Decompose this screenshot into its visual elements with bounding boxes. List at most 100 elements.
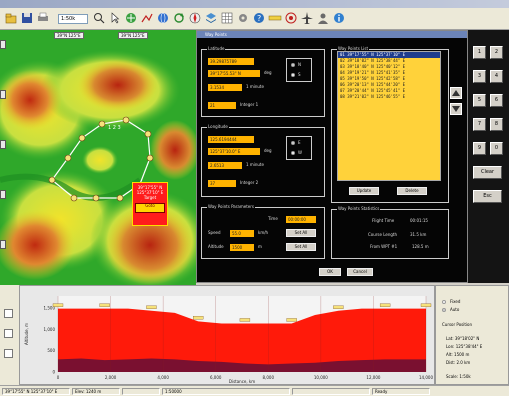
latitude-ref-field[interactable]: 3.1534: [208, 84, 242, 91]
info-icon[interactable]: [332, 11, 346, 25]
statistics-group: Way Points Statistics Flight Time 00:01:…: [331, 206, 449, 259]
altitude-label: Altitude: [208, 244, 224, 249]
x-axis-label: Distance, km: [229, 379, 255, 384]
profile-left-strip: [0, 285, 19, 385]
profile-waypoint-marker: [99, 303, 110, 307]
profile-radio-fixed-label: Fixed: [450, 299, 461, 304]
compass-icon[interactable]: [188, 11, 202, 25]
refresh-icon[interactable]: [172, 11, 186, 25]
waypoint-row[interactable]: 07 39°20'44" N 125°45'41" E: [340, 88, 406, 93]
waypoint-row[interactable]: 05 39°19'50" N 125°42'58" E: [340, 76, 406, 81]
longitude-group: Longitude 125.6194444 125°37'10.0" E deg…: [201, 124, 325, 197]
route-label: 1 2 3: [108, 125, 121, 131]
update-button[interactable]: Update: [349, 187, 379, 195]
profile-zoom-in-icon[interactable]: [4, 309, 13, 318]
zoom-select[interactable]: 1:50k: [58, 14, 88, 24]
keypad-button-7[interactable]: 7: [473, 118, 486, 131]
latitude-integer-unit: Integer 1: [240, 102, 259, 107]
longitude-ref-field[interactable]: 2.6513: [208, 162, 242, 169]
latitude-dms-field[interactable]: 39°17'55.53" N: [208, 70, 260, 77]
waypoint-row[interactable]: 01 39°17'55" N 125°37'10" E: [338, 52, 440, 58]
waypoint-params-label: Way Points Parameters: [207, 204, 255, 210]
keypad-button-esc[interactable]: Esc: [473, 190, 502, 203]
waypoint-row[interactable]: 06 39°20'13" N 125°44'20" E: [340, 82, 406, 87]
list-up-button[interactable]: [450, 87, 462, 99]
longitude-deg-field[interactable]: 125.6194444: [208, 136, 254, 143]
altitude-field[interactable]: 1500: [230, 244, 254, 251]
keypad-button-4[interactable]: 4: [490, 70, 503, 83]
globe-icon[interactable]: [156, 11, 170, 25]
pan-icon[interactable]: [124, 11, 138, 25]
grid-icon[interactable]: [220, 11, 234, 25]
keypad-button-5[interactable]: 5: [473, 94, 486, 107]
zoom-icon[interactable]: [92, 11, 106, 25]
keypad-button-clear[interactable]: Clear: [473, 166, 502, 179]
print-icon[interactable]: [36, 11, 50, 25]
speed-set-all-button[interactable]: Set All: [286, 229, 316, 237]
profile-zoom-out-icon[interactable]: [4, 329, 13, 338]
status-cell: 1:50000: [162, 388, 290, 395]
waypoint-row[interactable]: 04 39°19'21" N 125°41'35" E: [340, 70, 406, 75]
list-down-button[interactable]: [450, 103, 462, 115]
flight-area: [58, 308, 426, 372]
keypad-button-2[interactable]: 2: [490, 46, 503, 59]
waypoint-row[interactable]: 02 39°18'02" N 125°38'44" E: [340, 58, 406, 63]
latitude-radio-n[interactable]: [291, 63, 295, 67]
cancel-button[interactable]: Cancel: [347, 268, 373, 276]
profile-waypoint-marker: [286, 318, 297, 322]
window-title-bar: [0, 0, 509, 8]
latitude-radio-s[interactable]: [291, 73, 295, 77]
keypad-panel: 1 2 3 4 5 6 7 8 9 0 Clear Esc: [468, 30, 509, 283]
latitude-integer-field[interactable]: 21: [208, 102, 236, 109]
speed-label: Speed: [208, 230, 221, 235]
profile-waypoint-marker: [379, 303, 391, 307]
altitude-unit: m: [258, 244, 262, 249]
popup-goto-button[interactable]: Goto: [135, 203, 165, 213]
waypoint-list[interactable]: 01 39°17'55" N 125°37'10" E 02 39°18'02" …: [337, 51, 441, 181]
settings-icon[interactable]: [236, 11, 250, 25]
longitude-integer-field[interactable]: 37: [208, 180, 236, 187]
user-icon[interactable]: [316, 11, 330, 25]
profile-radio-auto-label: Auto: [450, 307, 460, 312]
delete-button[interactable]: Delete: [397, 187, 427, 195]
latitude-deg-field[interactable]: 39.29875789: [208, 58, 254, 65]
longitude-radio-w[interactable]: [291, 151, 295, 155]
profile-radio-fixed[interactable]: [442, 300, 446, 304]
layer-icon[interactable]: [204, 11, 218, 25]
waypoint-row[interactable]: 03 39°18'40" N 125°40'12" E: [340, 64, 406, 69]
waypoints-dialog: Way Points Latitude 39.29875789 39°17'55…: [196, 30, 468, 283]
longitude-radio-e[interactable]: [291, 141, 295, 145]
speed-field[interactable]: 55.0: [230, 230, 254, 237]
longitude-dms-field[interactable]: 125°37'10.0" E: [208, 148, 260, 155]
measure-icon[interactable]: [268, 11, 282, 25]
help-icon[interactable]: ?: [252, 11, 266, 25]
map-scale-tick: [0, 190, 6, 199]
ok-button[interactable]: OK: [319, 268, 341, 276]
profile-radio-auto[interactable]: [442, 308, 446, 312]
folder-icon[interactable]: [4, 11, 18, 25]
map-scale-tick: [0, 90, 6, 99]
save-icon[interactable]: [20, 11, 34, 25]
altitude-set-all-button[interactable]: Set All: [286, 243, 316, 251]
waypoint-row[interactable]: 08 39°21'02" N 125°46'55" E: [340, 94, 406, 99]
terrain-map[interactable]: 39°N 125°E 39°N 125°E 1 2 3 39°17'55" N …: [0, 30, 196, 285]
keypad-button-0[interactable]: 0: [490, 142, 503, 155]
route-icon[interactable]: [140, 11, 154, 25]
keypad-button-1[interactable]: 1: [473, 46, 486, 59]
cursor-alt: Alt: 1500 m: [446, 352, 470, 357]
keypad-button-6[interactable]: 6: [490, 94, 503, 107]
keypad-button-3[interactable]: 3: [473, 70, 486, 83]
pointer-icon[interactable]: [108, 11, 122, 25]
longitude-ref-unit: 1 minute: [246, 162, 264, 167]
profile-side-panel: Fixed Auto Cursor Position Lat: 39°18'02…: [435, 285, 509, 385]
time-field[interactable]: 00:00:00: [286, 216, 316, 223]
x-tick-label: 4,000: [157, 375, 169, 380]
cursor-lat: Lat: 39°18'02" N: [446, 336, 480, 341]
keypad-button-8[interactable]: 8: [490, 118, 503, 131]
plane-icon[interactable]: [300, 11, 314, 25]
keypad-button-9[interactable]: 9: [473, 142, 486, 155]
course-length-value: 31.5 km: [410, 232, 427, 237]
target-icon[interactable]: [284, 11, 298, 25]
altitude-profile[interactable]: 0 2,000 4,000 6,000 8,000 10,000 12,000 14,000 0…: [19, 285, 435, 385]
profile-reset-icon[interactable]: [4, 349, 13, 358]
